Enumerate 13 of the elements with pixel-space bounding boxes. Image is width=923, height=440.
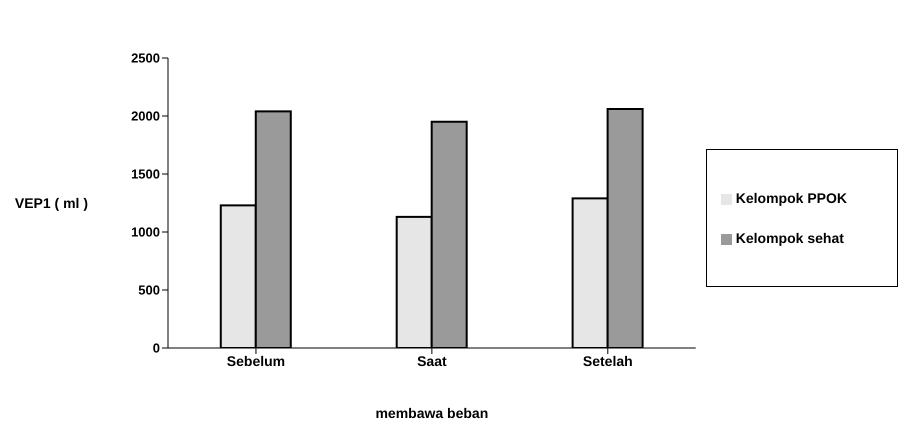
legend-label: Kelompok PPOK [736,190,847,206]
x-axis-title: membawa beban [375,405,488,421]
y-tick-label: 2500 [131,50,160,66]
y-tick-label: 500 [138,282,160,298]
x-tick-label: Setelah [582,352,633,369]
y-axis-title: VEP1 ( ml ) [14,194,88,211]
legend-label: Kelompok sehat [736,230,844,246]
y-tick-label: 0 [152,340,160,356]
x-tick-label: Saat [417,352,447,369]
x-tick-label: Sebelum [226,352,286,369]
y-tick-label: 1000 [131,224,160,240]
y-tick-label: 2000 [131,108,160,124]
y-tick-label: 1500 [131,166,160,182]
